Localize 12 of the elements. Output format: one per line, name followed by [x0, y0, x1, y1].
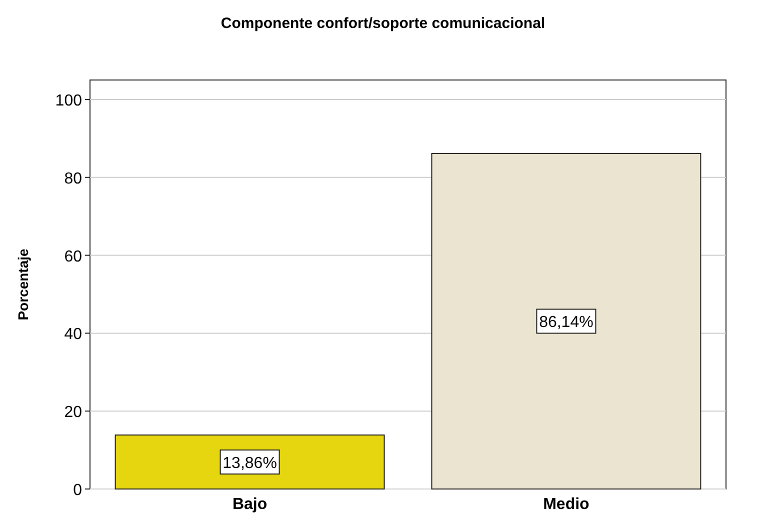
data-label: 13,86%: [222, 455, 277, 472]
y-tick-label: 80: [64, 170, 82, 188]
chart-title: Componente confort/soporte comunicacional: [220, 15, 546, 32]
y-tick-label: 0: [73, 482, 82, 499]
data-label: 86,14%: [539, 314, 594, 332]
y-axis-title: Porcentaje: [15, 248, 31, 320]
y-tick-label: 40: [64, 326, 82, 344]
y-tick-label: 60: [64, 248, 82, 266]
x-tick-label: Medio: [543, 496, 590, 513]
y-tick-label: 20: [64, 404, 82, 422]
y-tick-label: 100: [55, 92, 82, 110]
x-tick-label: Bajo: [232, 496, 268, 513]
